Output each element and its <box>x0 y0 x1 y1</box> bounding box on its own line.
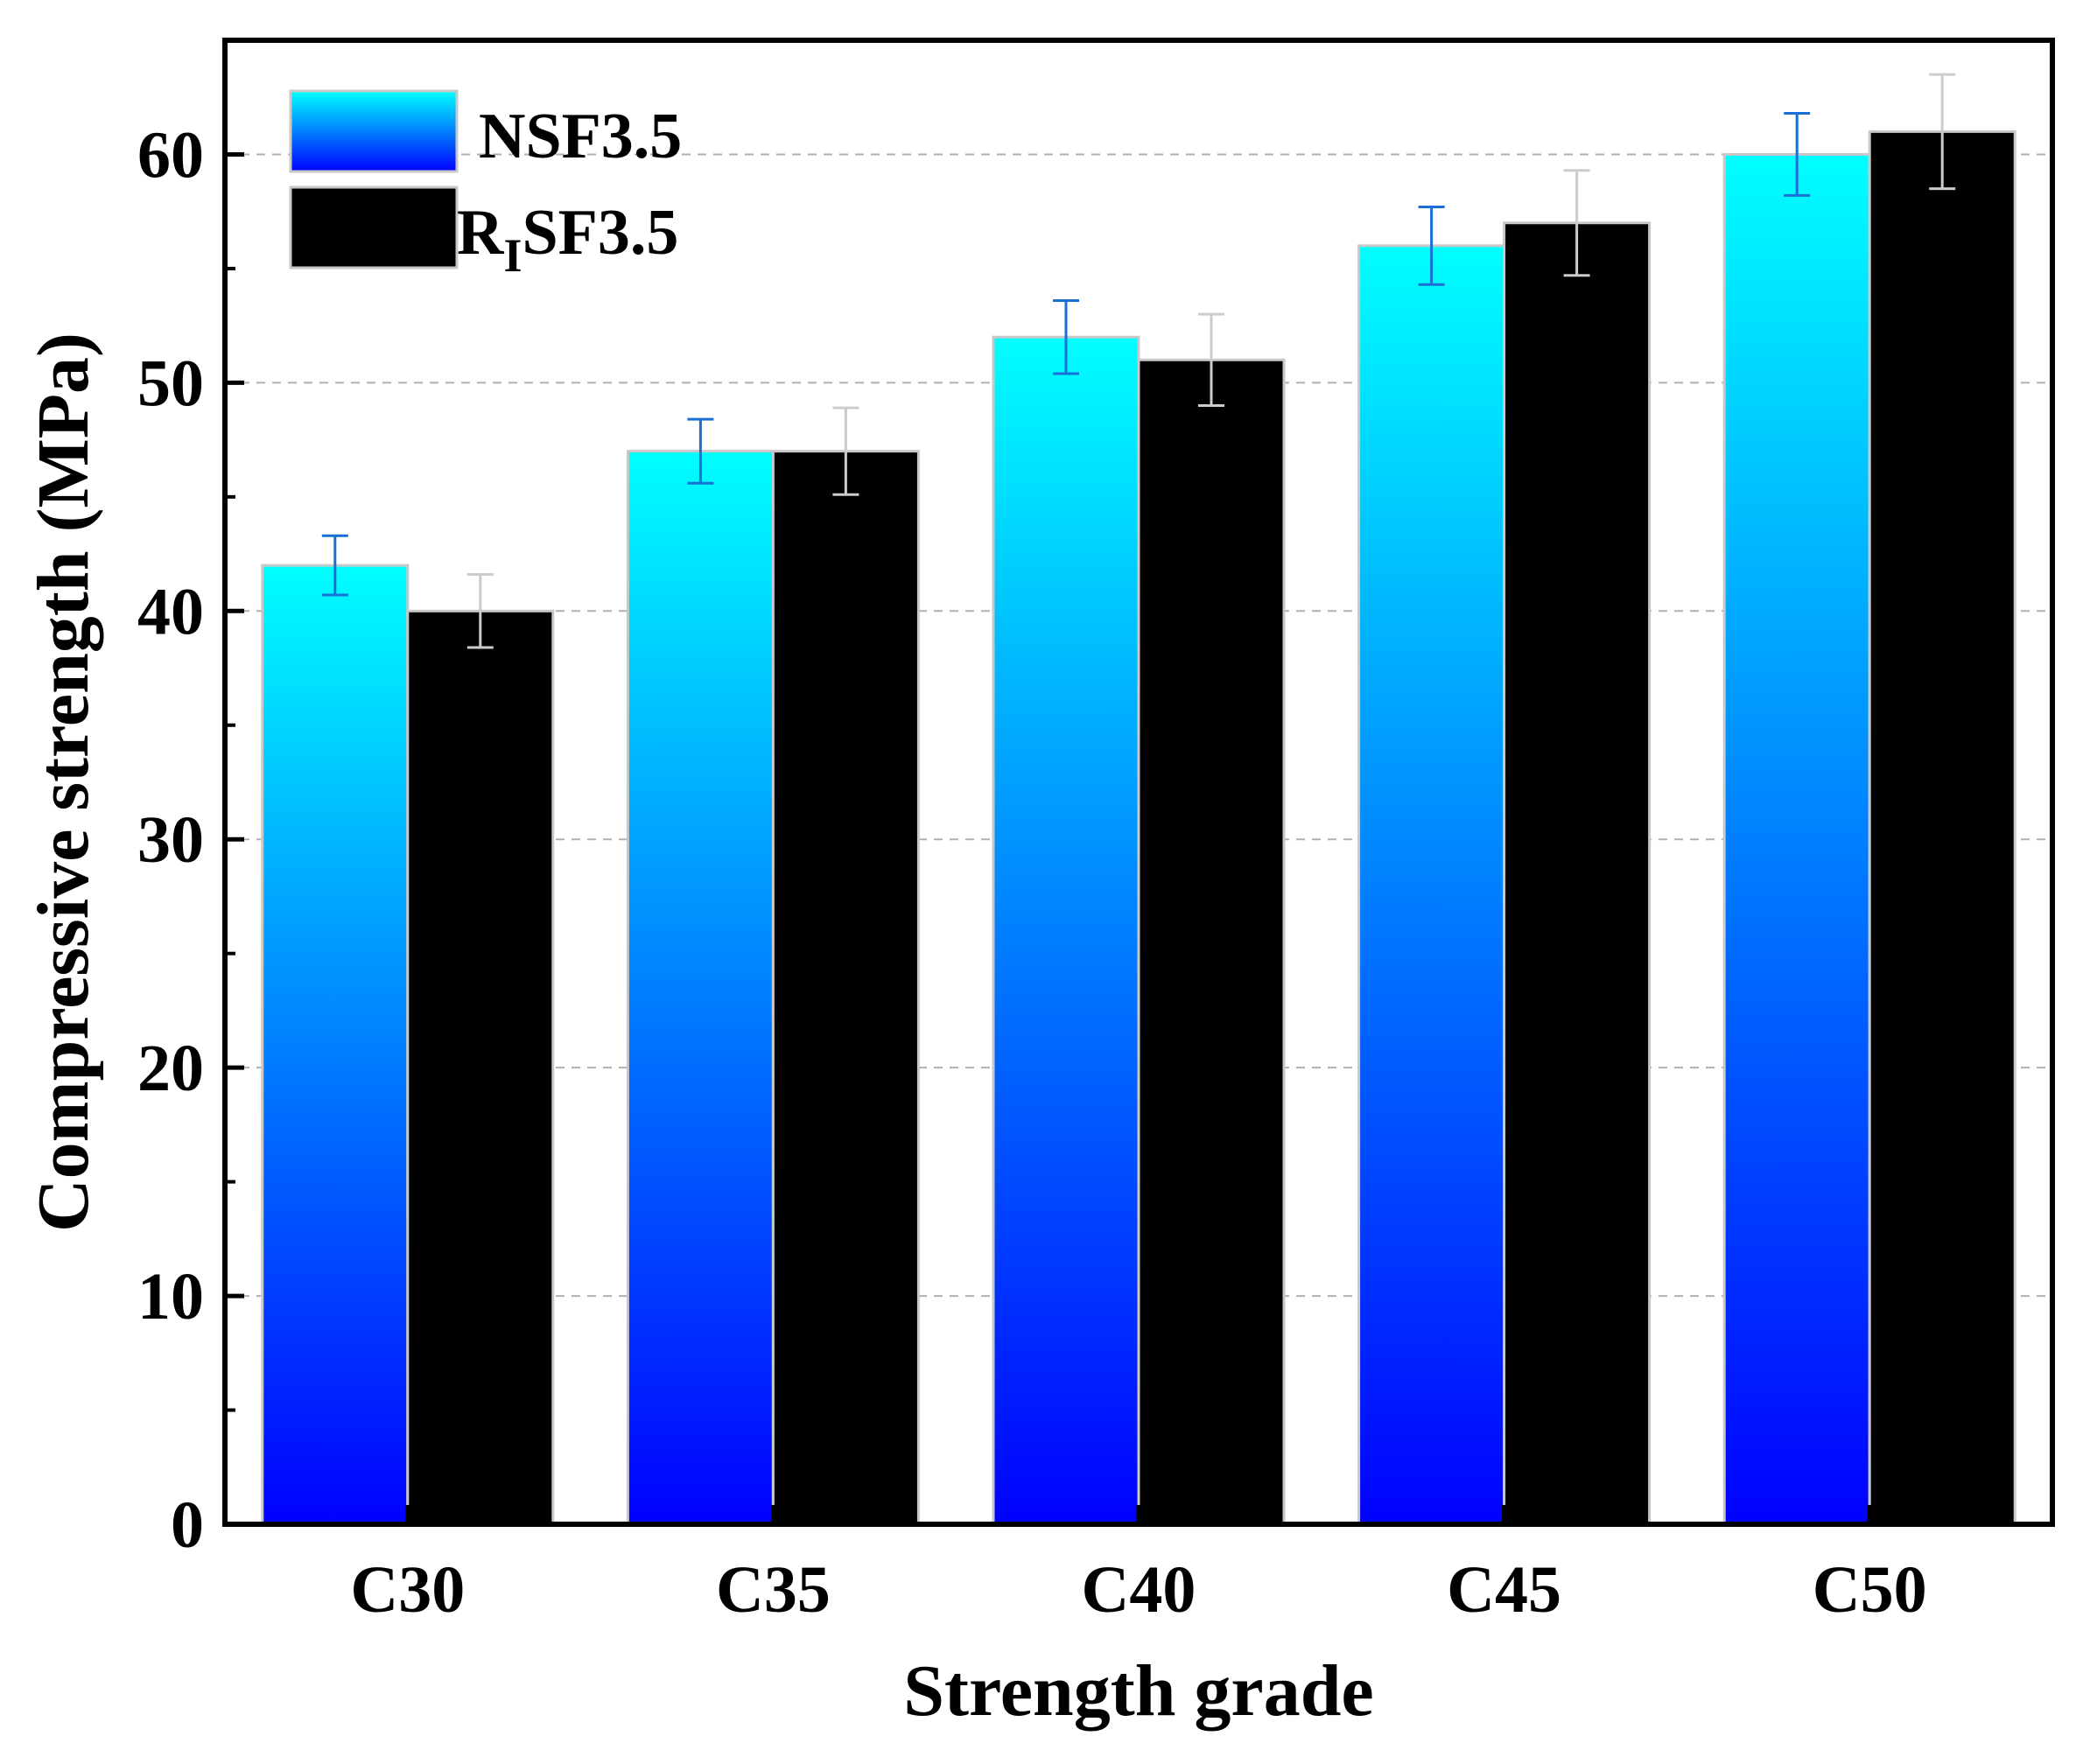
bar-nsf3.5 <box>992 335 1140 1526</box>
x-tick-label: C40 <box>1082 1553 1196 1627</box>
legend-swatch-nsf <box>289 89 459 173</box>
bar-nsf3.5 <box>261 564 410 1526</box>
error-bar <box>1053 298 1079 375</box>
y-tick-label: 50 <box>137 346 204 420</box>
bar-risf3.5 <box>1137 358 1286 1526</box>
legend-label-risf: RISF3.5 <box>457 197 678 282</box>
bar-nsf3.5 <box>626 450 775 1526</box>
error-bar <box>1929 73 1956 191</box>
legend: NSF3.5 RISF3.5 <box>289 89 682 282</box>
error-bar <box>1784 111 1811 197</box>
y-tick-label: 20 <box>137 1032 204 1105</box>
bar-risf3.5 <box>406 609 555 1526</box>
bar-nsf3.5 <box>1357 244 1506 1526</box>
bars <box>261 130 2016 1526</box>
error-bars <box>321 73 1956 649</box>
error-bar <box>1198 312 1224 407</box>
axis-ticks: 0 10 20 30 40 50 60 C30 C35 C40 C45 C50 <box>137 118 1927 1627</box>
bar-risf3.5 <box>1868 130 2016 1526</box>
y-tick-label: 30 <box>137 803 204 877</box>
x-tick-label: C35 <box>716 1553 831 1627</box>
error-bar <box>1563 169 1590 277</box>
x-tick-label: C45 <box>1447 1553 1561 1627</box>
error-bar <box>1418 205 1445 286</box>
x-tick-label: C50 <box>1813 1553 1927 1627</box>
y-axis-title: Compressive strength (MPa) <box>23 332 104 1232</box>
bar-risf3.5 <box>1503 221 1652 1526</box>
y-tick-label: 60 <box>137 118 204 192</box>
y-tick-label: 0 <box>171 1488 204 1562</box>
y-tick-label: 10 <box>137 1260 204 1334</box>
error-bar <box>687 417 714 485</box>
y-tick-label: 40 <box>137 575 204 648</box>
error-bar <box>832 406 859 496</box>
legend-swatch-risf <box>289 186 459 270</box>
bar-risf3.5 <box>771 450 920 1526</box>
error-bar <box>321 534 348 597</box>
bar-nsf3.5 <box>1722 152 1871 1526</box>
x-tick-label: C30 <box>350 1553 465 1627</box>
x-axis-title: Strength grade <box>903 1650 1373 1732</box>
error-bar <box>466 573 494 649</box>
legend-label-nsf: NSF3.5 <box>479 101 682 172</box>
